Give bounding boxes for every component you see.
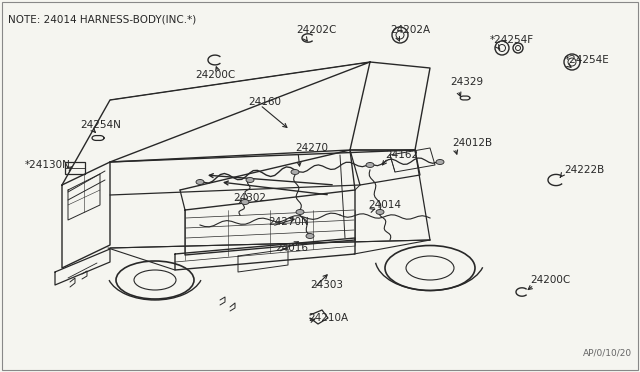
Ellipse shape — [246, 177, 254, 183]
Text: 24210A: 24210A — [308, 313, 348, 323]
Text: 24012B: 24012B — [452, 138, 492, 148]
Ellipse shape — [306, 234, 314, 238]
Text: 24270: 24270 — [295, 143, 328, 153]
Text: 24270N: 24270N — [268, 217, 308, 227]
Text: *24130N: *24130N — [25, 160, 71, 170]
Ellipse shape — [366, 163, 374, 167]
Ellipse shape — [376, 209, 384, 215]
Text: 24303: 24303 — [310, 280, 343, 290]
Text: 24202C: 24202C — [296, 25, 337, 35]
Text: 24222B: 24222B — [564, 165, 604, 175]
Ellipse shape — [291, 170, 299, 174]
Ellipse shape — [436, 160, 444, 164]
Text: 24162: 24162 — [385, 150, 418, 160]
Ellipse shape — [296, 209, 304, 215]
Bar — [65, 162, 85, 174]
Text: 24329: 24329 — [450, 77, 483, 87]
Text: 24016: 24016 — [275, 243, 308, 253]
Text: *24254E: *24254E — [565, 55, 610, 65]
Text: 24254N: 24254N — [80, 120, 121, 130]
Text: 24202A: 24202A — [390, 25, 430, 35]
Text: 24200C: 24200C — [530, 275, 570, 285]
Text: 24160: 24160 — [248, 97, 281, 107]
Text: 24302: 24302 — [233, 193, 266, 203]
Text: AP/0/10/20: AP/0/10/20 — [583, 349, 632, 358]
Text: 24014: 24014 — [368, 200, 401, 210]
Ellipse shape — [241, 199, 249, 205]
Text: NOTE: 24014 HARNESS-BODY(INC.*): NOTE: 24014 HARNESS-BODY(INC.*) — [8, 14, 196, 24]
Text: 24200C: 24200C — [195, 70, 236, 80]
Text: *24254F: *24254F — [490, 35, 534, 45]
Ellipse shape — [196, 180, 204, 185]
